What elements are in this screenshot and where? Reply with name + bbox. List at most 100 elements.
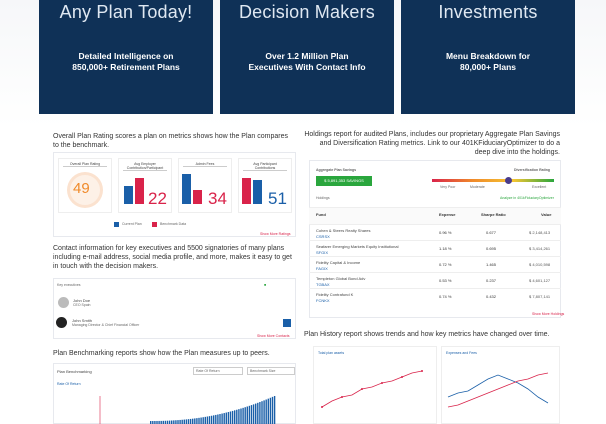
benchmark-bar <box>213 415 215 424</box>
benchmark-bar <box>206 416 209 424</box>
benchmark-bar <box>181 419 183 424</box>
benchmark-bar <box>221 413 223 424</box>
benchmark-bar <box>231 410 234 424</box>
benchmark-bar <box>225 412 227 424</box>
fund-name: Fidelity Contrafund K <box>316 292 354 297</box>
benchmark-bar <box>217 414 219 424</box>
fund-expense: 0.53 % <box>439 278 452 283</box>
banner-title: Investments <box>438 2 538 22</box>
export-link[interactable]: ■ <box>264 283 267 287</box>
benchmark-bar <box>250 405 253 424</box>
legend-benchmark-swatch <box>152 222 157 227</box>
fund-ticker[interactable]: FAGIX <box>316 266 328 271</box>
holdings-header-row: Fund Expense Sharpe Ratio Value <box>309 207 561 224</box>
fund-name: Templeton Global Bond Adv <box>316 276 366 281</box>
benchmark-bar <box>238 409 240 424</box>
chart-title: Expenses and Fees <box>446 351 477 355</box>
show-more-ratings-link[interactable]: Show More Ratings <box>260 232 291 236</box>
fund-name: Cohen & Steers Realty Shares <box>316 228 371 233</box>
linkedin-icon[interactable] <box>283 319 291 327</box>
benchmarking-description: Plan Benchmarking reports show how the P… <box>53 350 270 357</box>
holdings-row[interactable]: Fidelity Capital & Income FAGIX 0.72 % 1.46… <box>309 256 561 273</box>
benchmark-select[interactable]: Benchmark Size <box>247 367 295 375</box>
contacts-panel <box>53 278 296 339</box>
benchmark-bar <box>193 190 202 204</box>
fund-expense: 0.72 % <box>439 262 452 267</box>
gauge-mid-label: Moderate <box>470 185 485 189</box>
benchmark-bar <box>187 419 190 424</box>
benchmark-bar <box>158 420 160 424</box>
benchmark-bar <box>236 409 238 424</box>
fund-sharpe: 0.677 <box>486 230 497 235</box>
benchmark-bar <box>219 414 221 424</box>
benchmark-bar <box>156 420 158 424</box>
holdings-row[interactable]: Cohen & Steers Realty Shares CSRSX 0.96 % 0… <box>309 224 561 241</box>
optimizer-link[interactable]: Analyze in 401kFiduciaryOptimizer <box>500 196 554 200</box>
holdings-row[interactable]: Fidelity Contrafund K FCNKX 0.74 % 0.432 $ 7… <box>309 288 561 305</box>
show-more-holdings-link[interactable]: Show More Holdings <box>532 312 565 316</box>
fund-expense: 0.96 % <box>439 230 452 235</box>
diversification-label: Diversification Rating <box>514 168 550 172</box>
benchmark-bar <box>242 407 244 424</box>
fund-expense: 0.74 % <box>439 294 452 299</box>
benchmark-bar <box>265 399 267 424</box>
benchmark-bar <box>150 421 152 424</box>
benchmark-bar <box>162 420 164 424</box>
fund-ticker[interactable]: FCNKX <box>316 298 330 303</box>
rating-description: Overall Plan Rating scores a plan on met… <box>53 133 288 149</box>
metric-card-participant-contributions: Avg Participant Contributions 51 <box>238 158 292 213</box>
banner-card-plans: Any Plan Today! Detailed Intelligence on… <box>39 0 213 114</box>
holdings-row[interactable]: Templeton Global Bond Adv TGBAX 0.53 % 0.23… <box>309 272 561 289</box>
gauge-low-label: Very Poor <box>440 185 456 189</box>
benchmark-bar <box>246 406 248 424</box>
benchmark-bar <box>192 418 194 424</box>
overall-rating-card: Overall Plan Rating 49 <box>58 158 112 213</box>
fund-ticker[interactable]: CSRSX <box>316 234 330 239</box>
contact-title: Managing Director & Chief Financial Offi… <box>72 323 140 327</box>
benchmark-bar <box>204 416 206 424</box>
fund-ticker[interactable]: SFGIX <box>316 250 329 255</box>
benchmark-bar <box>252 404 255 424</box>
avatar <box>58 297 69 308</box>
holdings-description: Holdings report for audited Plans, inclu… <box>304 131 560 156</box>
benchmark-bar <box>177 420 179 424</box>
benchmark-bar <box>198 417 200 424</box>
fund-value: $ 7,807,141 <box>529 294 551 299</box>
benchmarking-title: Plan Benchmarking <box>57 369 92 374</box>
benchmark-bar <box>164 420 167 424</box>
savings-button[interactable]: $ 5,891,353 SAVINGS <box>316 176 372 186</box>
fund-ticker[interactable]: TGBAX <box>316 282 330 287</box>
fund-sharpe: 0.695 <box>486 246 497 251</box>
chart-title: Total plan assets <box>318 351 345 355</box>
fund-value: $ 2,148,413 <box>529 230 551 235</box>
benchmark-bar <box>269 397 272 424</box>
banner-title: Any Plan Today! <box>59 2 193 22</box>
benchmark-bar-chart <box>99 396 276 424</box>
aggregate-savings-label: Aggregate Plan Savings <box>316 168 357 172</box>
metric-select[interactable]: Rate Of Return <box>193 367 243 375</box>
benchmark-bar <box>223 413 225 424</box>
benchmark-bar <box>189 418 192 424</box>
fund-value: $ 4,601,127 <box>529 278 551 283</box>
holdings-label: Holdings <box>316 196 330 200</box>
banner-title: Decision Makers <box>238 2 376 22</box>
benchmark-bar <box>200 417 202 424</box>
fund-expense: 1.18 % <box>439 246 452 251</box>
benchmark-bar <box>244 407 246 424</box>
benchmark-bar <box>160 420 162 424</box>
show-more-contacts-link[interactable]: Show More Contacts <box>257 334 290 338</box>
current-bar <box>124 186 133 204</box>
benchmark-bar <box>183 419 185 424</box>
fund-value: $ 4,010,598 <box>529 262 551 267</box>
benchmark-bar <box>267 398 269 424</box>
holdings-row[interactable]: Seafarer Emerging Markets Equity Institu… <box>309 240 561 257</box>
benchmark-bar <box>210 415 213 424</box>
key-executives-label: Key executives <box>57 283 81 287</box>
benchmark-bar <box>215 414 217 424</box>
history-chart-expenses: Expenses and Fees <box>441 346 560 424</box>
contact-name[interactable]: John Smith <box>72 318 93 323</box>
benchmark-bar <box>166 420 169 424</box>
metric-value: 51 <box>268 189 287 208</box>
contact-name[interactable]: John Doe <box>73 298 91 303</box>
